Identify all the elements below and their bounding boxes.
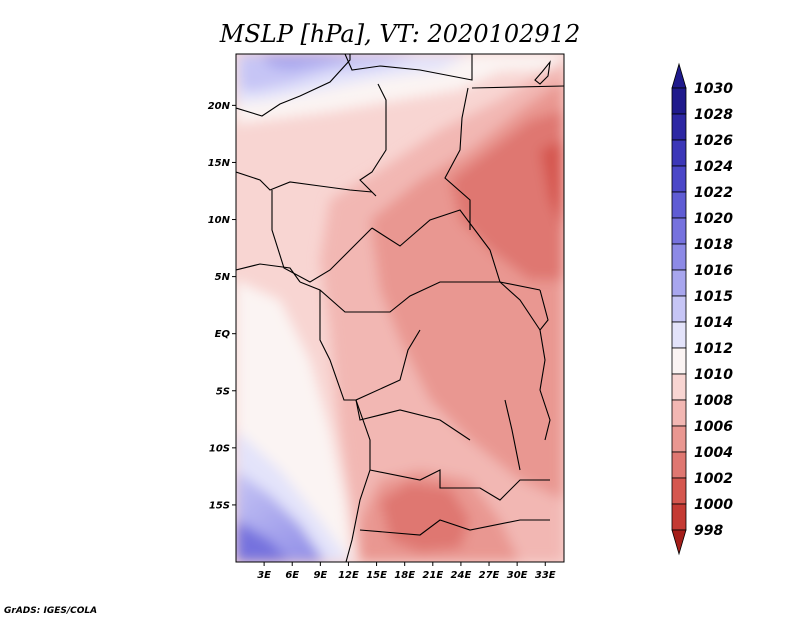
map-frame — [235, 53, 565, 563]
field-atlantic-1020 — [236, 520, 290, 562]
x-tick-label: 9E — [313, 570, 327, 581]
colorbar-swatch — [671, 399, 687, 427]
border-niger-chad — [359, 83, 387, 197]
colorbar-label: 1015 — [694, 289, 733, 305]
colorbar-label: 1014 — [694, 315, 733, 331]
field-north-1018 — [260, 54, 360, 70]
colorbar-label: 1020 — [694, 211, 733, 227]
y-tick-label: 5N — [215, 272, 231, 283]
border-east — [539, 289, 551, 441]
colorbar-min-arrow — [671, 529, 687, 556]
border-zambia — [369, 469, 550, 501]
colorbar-swatch — [671, 139, 687, 167]
y-axis: 20N 15N 10N 5N EQ 5S 10S 15S — [208, 101, 236, 511]
colorbar-label: 1010 — [694, 367, 733, 383]
colorbar-label: 1000 — [694, 497, 733, 513]
colorbar-label: 998 — [694, 523, 723, 539]
grads-credit: GrADS: IGES/COLA — [4, 606, 97, 616]
x-tick-label: 30E — [507, 570, 528, 581]
colorbar-label: 1022 — [694, 185, 733, 201]
colorbar-swatch — [671, 217, 687, 245]
field-south-1006 — [380, 482, 470, 552]
colorbar-swatch — [671, 165, 687, 193]
colorbar-label: 1008 — [694, 393, 733, 409]
border-libya — [344, 54, 473, 81]
country-borders — [236, 54, 564, 562]
colorbar-swatch — [671, 477, 687, 505]
field-east-1006 — [450, 110, 564, 280]
border-nigeria — [271, 190, 373, 283]
colorbar-label: 1004 — [694, 445, 733, 461]
y-tick-label: 5S — [216, 386, 230, 397]
colorbar-swatch — [671, 321, 687, 349]
y-tick-label: 10N — [208, 215, 231, 226]
colorbar-max-arrow — [671, 62, 687, 89]
x-axis: 3E 6E 9E 12E 15E 18E 21E 24E 27E 30E 33E — [257, 562, 556, 581]
colorbar-swatch — [671, 425, 687, 453]
x-tick-label: 18E — [394, 570, 415, 581]
x-tick-label: 21E — [422, 570, 443, 581]
y-tick-label: 15N — [208, 158, 231, 169]
chart-title: MSLP [hPa], VT: 2020102912 — [219, 20, 580, 48]
colorbar-label: 1012 — [694, 341, 733, 357]
border-chad-sudan — [444, 87, 471, 230]
colorbar-label: 1016 — [694, 263, 733, 279]
border-namibia — [359, 519, 550, 536]
colorbar-label: 1026 — [694, 133, 733, 149]
y-tick-label: 20N — [208, 101, 231, 112]
colorbar-swatch — [671, 87, 687, 115]
y-tick-label: EQ — [215, 329, 231, 340]
pressure-field — [236, 54, 564, 562]
colorbar-label: 1002 — [694, 471, 733, 487]
colorbar-swatch — [671, 269, 687, 297]
colorbar: 1030 1028 1026 1024 1022 1020 1018 1016 1015 1014… — [671, 62, 733, 556]
colorbar-label: 1030 — [694, 81, 733, 97]
colorbar-swatch — [671, 113, 687, 141]
border-car — [371, 209, 501, 283]
x-tick-label: 3E — [257, 570, 271, 581]
border-congo-north — [299, 281, 541, 313]
coast-red-sea — [534, 60, 551, 85]
x-tick-label: 33E — [535, 570, 556, 581]
coast-gabon — [319, 290, 356, 401]
colorbar-swatch — [671, 373, 687, 401]
colorbar-label: 1024 — [694, 159, 733, 175]
y-tick-label: 15S — [209, 500, 230, 511]
colorbar-swatch — [671, 243, 687, 271]
colorbar-label: 1006 — [694, 419, 733, 435]
x-tick-label: 15E — [366, 570, 387, 581]
x-tick-label: 27E — [479, 570, 500, 581]
border-angola-coast — [345, 399, 371, 562]
x-tick-label: 24E — [451, 570, 472, 581]
border-uganda — [499, 281, 541, 331]
y-tick-label: 10S — [209, 443, 230, 454]
coast-gulf — [236, 263, 301, 283]
border-egypt-sudan — [471, 85, 564, 89]
colorbar-swatch — [671, 347, 687, 375]
field-east-1004 — [540, 140, 564, 230]
border-nigeria-north — [236, 171, 373, 193]
colorbar-swatch — [671, 191, 687, 219]
colorbar-label: 1028 — [694, 107, 733, 123]
colorbar-swatch — [671, 295, 687, 323]
border-drc-south — [355, 329, 471, 441]
colorbar-swatch — [671, 451, 687, 479]
lake-tanganyika — [504, 399, 521, 471]
x-tick-label: 12E — [338, 570, 359, 581]
colorbar-swatch — [671, 503, 687, 531]
colorbar-label: 1018 — [694, 237, 733, 253]
x-tick-label: 6E — [285, 570, 299, 581]
border-sahara-west — [236, 54, 351, 117]
